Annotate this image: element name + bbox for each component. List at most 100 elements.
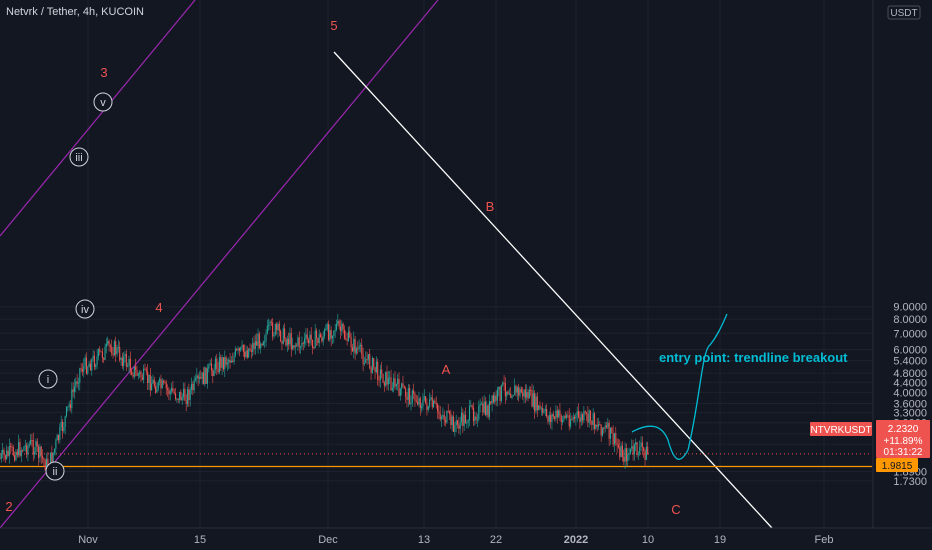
price-tick-label: 4.0000 [893,387,927,399]
candle-body [294,345,296,348]
candle-body [139,371,141,374]
candle-body [347,331,350,341]
candle-body [527,392,529,399]
time-axis-panel[interactable] [0,528,932,550]
candle-body [337,320,339,324]
candle-body [300,346,302,348]
candle-body [399,388,401,396]
candle-body [484,401,486,415]
candle-body [26,445,28,455]
price-tick-label: 9.0000 [893,302,927,314]
projection-path[interactable] [631,313,728,460]
candle-body [439,413,441,420]
candle-body [581,414,584,421]
candle-body [76,381,78,384]
candle-body [647,446,649,455]
candle-body [504,383,506,397]
candle-body [330,330,332,339]
candle-body [632,446,634,455]
candle-body [387,378,389,385]
candle-body [441,417,443,420]
candle-body [272,322,274,337]
candle-body [458,424,460,429]
candle-body [15,451,17,461]
wave-label-4: 4 [155,300,162,315]
candle-body [499,387,501,402]
candle-body [163,380,165,383]
candle-body [592,413,594,425]
candle-body [32,439,34,455]
candle-body [220,357,222,368]
candle-body [417,401,419,405]
candle-body [390,377,392,391]
candle-body [639,446,641,454]
channel-upper-line[interactable] [0,0,196,237]
candle-body [480,403,483,405]
candle-body [69,404,72,409]
svg-text:v: v [100,97,106,109]
time-tick-label: Feb [815,534,834,546]
candle-body [490,401,492,404]
candle-body [495,395,497,401]
candle-body [30,439,32,445]
candle-body [373,358,375,368]
candle-body [157,381,159,389]
candle-body [186,389,189,404]
candle-body [49,452,52,470]
drawings[interactable] [0,0,872,529]
candle-body [196,375,198,379]
candle-body [312,339,314,348]
candle-body [121,357,123,367]
candle-body [238,348,240,351]
candle-body [36,441,38,447]
downtrend-line[interactable] [333,51,773,529]
candle-body [177,398,179,400]
annotations[interactable]: 3 5 4 B A C 2 v iii iv i ii entry point:… [5,18,848,517]
candle-body [260,343,262,349]
candle-body [635,442,637,445]
candle-body [377,361,379,380]
candle-body [623,456,625,462]
candle-body [14,455,16,461]
candle-body [261,343,263,345]
candle-body [559,410,561,416]
candle-body [589,410,592,421]
candle-body [197,375,199,379]
candle-body [500,385,502,402]
candle-body [398,378,400,396]
candle-body [345,338,347,340]
candle-body [531,390,533,407]
candle-body [466,422,468,424]
candle-body [502,382,504,386]
candle-body [169,391,171,395]
time-tick-label: 2022 [564,534,588,546]
candle-body [386,371,388,385]
candle-body [305,334,307,339]
candle-body [233,355,235,362]
candle-body [506,391,508,397]
candle-body [488,401,490,417]
channel-lower-line[interactable] [0,0,439,529]
candle-body [310,334,312,340]
candle-body [115,341,117,355]
candle-body [414,393,416,401]
candle-body [409,388,411,405]
candle-body [534,393,536,412]
time-axis[interactable]: Nov 15 Dec 13 22 2022 10 19 Feb [78,534,833,546]
candle-body [419,398,421,409]
candle-body [284,328,286,339]
candle-body [342,323,344,330]
candle-body [200,377,202,379]
candle-body [225,357,227,365]
candle-body [448,411,451,414]
candle-body [113,341,115,356]
candle-body [193,379,195,391]
candle-body [125,353,127,367]
candle-body [252,342,254,352]
candle-body [459,422,461,429]
candle-body [206,368,209,384]
current-price-badge: 2.2320 +11.89% 01:31:22 [876,420,930,458]
candle-body [511,395,513,398]
